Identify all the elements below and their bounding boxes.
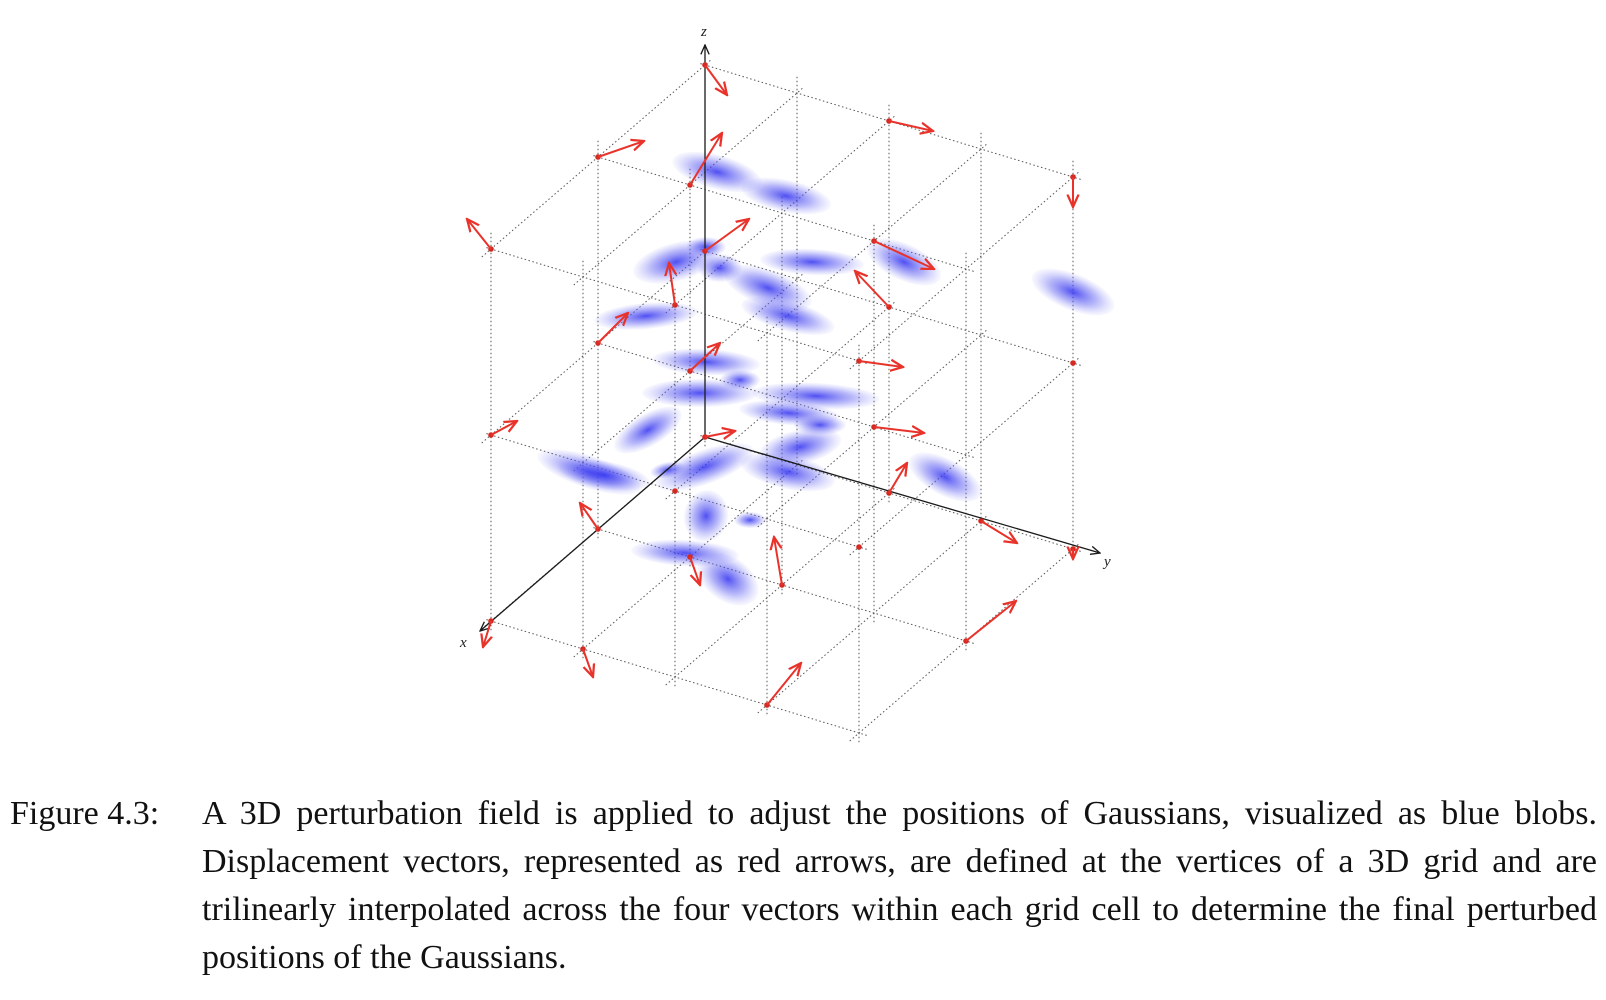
grid-line: [847, 358, 1079, 557]
displacement-arrow: [597, 141, 644, 158]
displacement-arrow: [689, 133, 722, 186]
perturbation-field-diagram: z y x: [459, 24, 1115, 743]
displacement-arrow: [483, 620, 491, 647]
gaussian-blob: [740, 177, 832, 215]
x-axis-label: x: [459, 635, 467, 651]
displacement-arrow: [669, 263, 675, 306]
displacement-arrow: [888, 463, 907, 494]
grid-line: [479, 60, 711, 259]
gaussian-blob: [594, 302, 698, 330]
grid-line: [479, 246, 711, 445]
gaussian-blob: [740, 452, 836, 492]
y-axis: [704, 436, 1100, 553]
gaussian-blob: [760, 248, 864, 276]
grid-line: [663, 116, 895, 315]
displacement-arrows: [467, 62, 1076, 708]
gaussian-blob: [558, 459, 650, 491]
gaussian-blob: [908, 452, 982, 502]
displacement-arrow: [888, 120, 933, 131]
gaussian-blob: [794, 415, 846, 435]
displacement-arrow: [689, 556, 700, 585]
grid-line: [593, 341, 976, 459]
displacement-arrow: [490, 421, 517, 436]
axes: [480, 45, 1100, 631]
displacement-arrow: [766, 663, 801, 706]
grid-line: [571, 274, 803, 473]
x-axis: [480, 436, 706, 631]
displacement-arrow: [873, 240, 934, 269]
gaussian-blob: [655, 443, 755, 491]
gaussian-blob: [720, 370, 760, 390]
perturbation-field-figure: z y x: [459, 24, 1115, 743]
gaussian-blob: [866, 238, 942, 286]
gaussian-blob: [698, 254, 742, 282]
gaussian-blob: [1031, 268, 1115, 316]
grid-line: [755, 516, 987, 715]
gaussian-blob: [650, 461, 686, 479]
grid-line: [847, 544, 1079, 743]
displacement-arrow: [774, 537, 783, 586]
grid-vertex: [672, 488, 678, 494]
displacement-arrow: [597, 313, 628, 344]
grid-line: [593, 527, 976, 645]
grid-line: [700, 249, 1083, 367]
grid-line: [571, 88, 803, 287]
displacement-arrow: [858, 361, 903, 367]
displacement-arrow: [855, 271, 890, 308]
grid-line: [571, 460, 803, 659]
displacement-arrow: [980, 520, 1017, 543]
gaussian-blob: [724, 264, 812, 312]
displacement-arrow: [689, 343, 720, 372]
grid-line: [486, 619, 869, 737]
grid-line: [700, 63, 1083, 181]
z-axis-label: z: [700, 24, 707, 40]
displacement-arrow: [582, 648, 593, 677]
gaussian-blob: [734, 512, 766, 528]
displacement-arrow: [965, 601, 1016, 642]
displacement-arrow: [704, 431, 735, 437]
gaussian-blob: [614, 406, 682, 454]
displacement-arrow: [704, 219, 749, 252]
gaussian-blob: [672, 151, 762, 193]
grid-vertex: [856, 544, 862, 550]
caption-label: Figure 4.3:: [10, 795, 160, 832]
grid-vertex: [1070, 360, 1076, 366]
caption-text: A 3D perturbation field is applied to ad…: [202, 795, 1597, 976]
y-axis-label: y: [1102, 554, 1111, 570]
displacement-arrow: [873, 427, 924, 433]
displacement-arrow: [704, 64, 727, 95]
grid-line: [486, 247, 869, 365]
gaussian-blob: [697, 552, 759, 606]
gaussian-blobs: [537, 151, 1115, 606]
gaussian-blob: [683, 490, 729, 542]
gaussian-blob: [652, 348, 760, 376]
grid-line: [847, 172, 1079, 371]
displacement-arrow: [467, 219, 492, 250]
grid-line: [663, 488, 895, 687]
grid-line: [486, 433, 869, 551]
gaussian-blob: [741, 296, 835, 336]
displacement-arrow: [580, 503, 599, 530]
grid-line: [755, 330, 987, 529]
